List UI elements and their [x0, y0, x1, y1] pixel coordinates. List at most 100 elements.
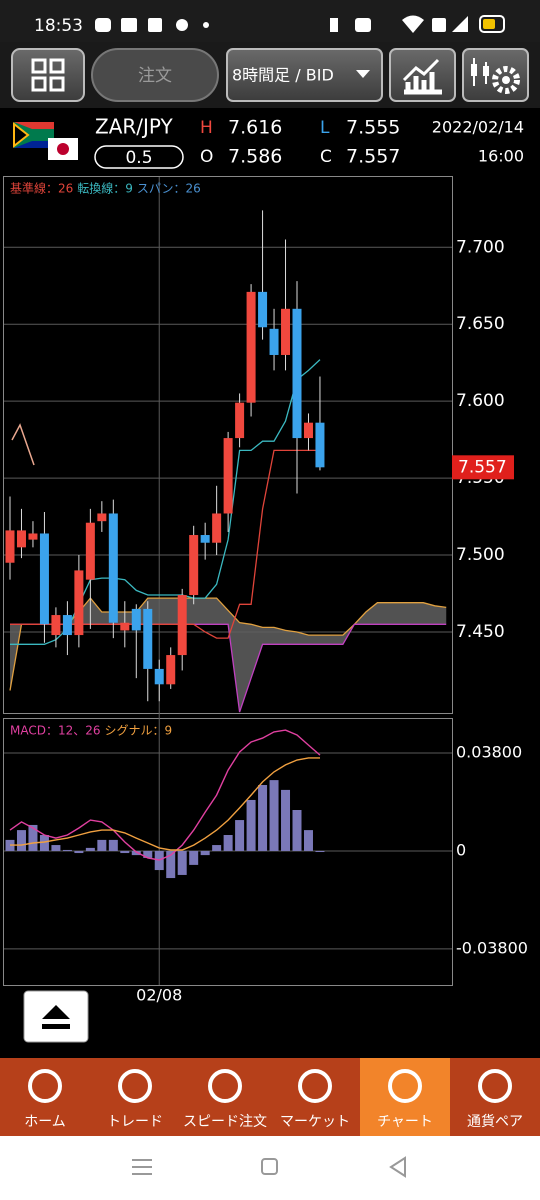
- nav-icon: [28, 1069, 62, 1103]
- low-price: 7.555: [346, 117, 400, 139]
- nav-item[interactable]: スピード注文: [183, 1069, 267, 1130]
- histogram-bar: [51, 845, 61, 851]
- histogram-bar: [85, 847, 95, 851]
- histogram-bar: [177, 850, 187, 875]
- histogram-bar: [131, 850, 141, 856]
- candle-body: [269, 328, 279, 355]
- close-price: 7.557: [346, 146, 400, 168]
- histogram-bar: [74, 850, 84, 854]
- candle-body: [258, 291, 268, 328]
- candle-body: [315, 422, 325, 468]
- nav-item[interactable]: トレード: [107, 1069, 163, 1130]
- legend-entry: 基準線：26: [10, 181, 73, 196]
- price-panel: [3, 176, 453, 714]
- spread-box: [94, 145, 184, 169]
- histogram-bar: [212, 845, 222, 851]
- status-icons: [95, 15, 505, 33]
- spread: 0.5: [125, 148, 152, 168]
- quote-date: 2022/02/14: [432, 118, 524, 137]
- legend-entry: シグナル：9: [105, 724, 173, 738]
- candle-body: [143, 608, 153, 669]
- histogram-bar: [28, 824, 38, 851]
- order-button-label: 注文: [138, 66, 172, 86]
- y-tick-label: 0: [456, 840, 466, 859]
- histogram-bar: [62, 849, 72, 851]
- macd-panel: [3, 718, 453, 986]
- candle-body: [281, 308, 291, 355]
- histogram-bar: [120, 850, 130, 854]
- candle-body: [97, 513, 107, 522]
- indicator-line: [10, 449, 320, 639]
- collapse-button[interactable]: [23, 990, 89, 1043]
- y-tick-label: 7.500: [456, 545, 505, 565]
- legend-entry: MACD：12、26: [10, 724, 101, 738]
- candle-body: [28, 533, 38, 540]
- quote-time: 16:00: [478, 147, 524, 166]
- drawing-tool-line: [11, 423, 35, 466]
- y-tick-label: 7.650: [456, 314, 505, 334]
- nav-label: チャート: [377, 1114, 433, 1130]
- nav-item[interactable]: チャート: [360, 1058, 450, 1136]
- system-nav-icons: [132, 1156, 406, 1178]
- histogram-bar: [281, 789, 291, 851]
- candle-body: [177, 595, 187, 656]
- histogram-bar: [108, 839, 118, 851]
- histogram-bar: [303, 830, 313, 851]
- macd-line: [9, 729, 321, 861]
- timeframe-selector[interactable]: 8時間足 / BID: [226, 48, 383, 102]
- candle-body: [16, 530, 26, 548]
- candle-body: [108, 513, 118, 623]
- candle-body: [51, 615, 61, 636]
- nav-item[interactable]: ホーム: [24, 1069, 66, 1130]
- chart-type-button[interactable]: [389, 48, 456, 102]
- timeframe-label: 8時間足 / BID: [232, 66, 334, 85]
- histogram-bar: [189, 850, 199, 865]
- y-tick-label: 7.450: [456, 622, 505, 642]
- histogram-bar: [39, 835, 49, 851]
- high-label: H: [200, 118, 213, 138]
- nav-icon: [388, 1069, 422, 1103]
- order-button[interactable]: 注文: [91, 48, 219, 102]
- candle-body: [200, 535, 210, 543]
- nav-icon: [118, 1069, 152, 1103]
- nav-item[interactable]: 通貨ペア: [467, 1069, 523, 1130]
- candle-body: [303, 422, 313, 439]
- nav-icon: [478, 1069, 512, 1103]
- candle-body: [62, 615, 72, 636]
- nav-label: スピード注文: [183, 1114, 267, 1130]
- nav-label: ホーム: [24, 1114, 66, 1130]
- histogram-bar: [200, 850, 210, 856]
- currency-pair: ZAR/JPY: [95, 115, 174, 139]
- candle-body: [223, 438, 233, 514]
- nav-item[interactable]: マーケット: [280, 1069, 350, 1130]
- histogram-bar: [223, 835, 233, 851]
- flag-jp: [48, 138, 78, 160]
- status-time: 18:53: [34, 16, 83, 36]
- status-bar: [0, 0, 540, 46]
- histogram-bar: [16, 830, 26, 851]
- nav-label: マーケット: [280, 1114, 350, 1130]
- legend-entry: スパン：26: [137, 182, 201, 196]
- nav-icon: [208, 1069, 242, 1103]
- chart-settings-button[interactable]: [462, 48, 529, 102]
- candle-body: [5, 530, 15, 563]
- histogram-bar: [269, 780, 279, 851]
- nav-label: トレード: [107, 1114, 163, 1130]
- menu-button[interactable]: [11, 48, 85, 102]
- candle-body: [212, 513, 222, 543]
- flag-za: [13, 121, 54, 149]
- open-label: O: [200, 147, 213, 167]
- macd-line: [10, 757, 320, 851]
- current-price-tag: [452, 455, 514, 480]
- candle-body: [120, 622, 130, 631]
- histogram-bar: [97, 839, 107, 851]
- cloud-fill: [10, 598, 447, 712]
- candle-body: [85, 522, 95, 580]
- nav-label: 通貨ペア: [467, 1113, 523, 1130]
- candle-body: [246, 291, 256, 403]
- legend-entry: 転換線：9: [77, 181, 133, 196]
- histogram-bar: [143, 850, 153, 858]
- candle-body: [235, 402, 245, 439]
